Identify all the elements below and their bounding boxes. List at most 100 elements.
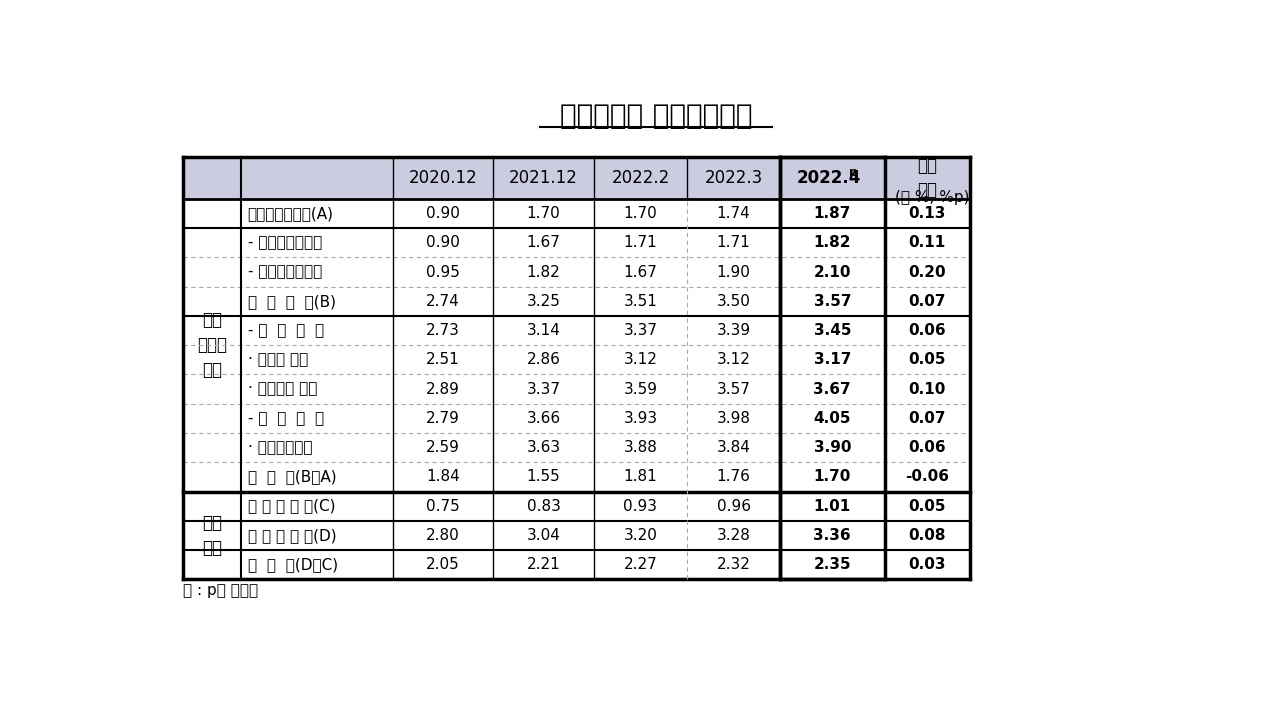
Bar — [687, 258, 780, 287]
Bar — [393, 228, 493, 258]
Bar — [780, 404, 884, 433]
Text: 2.21: 2.21 — [527, 557, 561, 572]
Bar — [493, 404, 594, 433]
Text: 3.04: 3.04 — [526, 528, 561, 543]
Bar — [393, 258, 493, 287]
Bar — [493, 258, 594, 287]
Text: 1.82: 1.82 — [527, 265, 561, 280]
Bar — [493, 521, 594, 550]
Text: 월중
등락: 월중 등락 — [918, 157, 937, 198]
Text: 2.59: 2.59 — [426, 440, 460, 455]
Bar — [242, 404, 393, 433]
Bar — [780, 346, 884, 375]
Text: 3.98: 3.98 — [717, 411, 750, 426]
Text: 예금은행의 가중평균금리: 예금은행의 가중평균금리 — [559, 102, 753, 130]
Bar — [884, 228, 970, 258]
Bar — [780, 491, 884, 521]
Bar — [884, 491, 970, 521]
Bar — [393, 491, 493, 521]
Text: · 주택담보대출: · 주택담보대출 — [247, 440, 312, 455]
Bar — [780, 199, 884, 228]
Bar — [393, 521, 493, 550]
Bar — [594, 404, 687, 433]
Text: 2020.12: 2020.12 — [408, 169, 477, 187]
Text: 0.07: 0.07 — [909, 411, 946, 426]
Bar — [493, 462, 594, 491]
Text: 0.90: 0.90 — [426, 235, 460, 251]
Text: 3.17: 3.17 — [814, 353, 851, 367]
Bar — [780, 550, 884, 579]
Bar — [493, 346, 594, 375]
Bar — [884, 156, 970, 199]
Bar — [393, 462, 493, 491]
Bar — [594, 462, 687, 491]
Bar — [780, 287, 884, 316]
Text: 총 대 출 금 리(D): 총 대 출 금 리(D) — [247, 528, 337, 543]
Text: 0.75: 0.75 — [426, 498, 460, 513]
Bar — [183, 462, 242, 491]
Bar — [183, 156, 242, 199]
Bar — [242, 287, 393, 316]
Text: 3.63: 3.63 — [526, 440, 561, 455]
Bar — [493, 228, 594, 258]
Text: 2022.4: 2022.4 — [796, 169, 860, 187]
Bar — [242, 462, 393, 491]
Bar — [242, 375, 393, 404]
Bar — [393, 156, 493, 199]
Bar — [884, 199, 970, 228]
Text: p: p — [849, 166, 858, 179]
Text: 2.79: 2.79 — [426, 411, 460, 426]
Bar — [393, 375, 493, 404]
Bar — [780, 462, 884, 491]
Text: 0.95: 0.95 — [426, 265, 460, 280]
Bar — [242, 433, 393, 462]
Bar — [594, 156, 687, 199]
Text: 금  리  차(B－A): 금 리 차(B－A) — [247, 469, 337, 484]
Text: 잔액
기준: 잔액 기준 — [202, 514, 223, 557]
Bar — [493, 433, 594, 462]
Bar — [493, 199, 594, 228]
Bar — [780, 433, 884, 462]
Bar — [594, 550, 687, 579]
Bar — [493, 287, 594, 316]
Bar — [242, 346, 393, 375]
Text: 0.90: 0.90 — [426, 206, 460, 221]
Text: 1.67: 1.67 — [526, 235, 561, 251]
Text: 0.06: 0.06 — [909, 323, 946, 338]
Bar — [780, 375, 884, 404]
Bar — [183, 404, 242, 433]
Text: 3.12: 3.12 — [717, 353, 750, 367]
Text: 1.70: 1.70 — [814, 469, 851, 484]
Text: 0.11: 0.11 — [909, 235, 946, 251]
Bar — [687, 433, 780, 462]
Bar — [393, 404, 493, 433]
Bar — [183, 287, 242, 316]
Bar — [493, 491, 594, 521]
Bar — [242, 491, 393, 521]
Text: 2.51: 2.51 — [426, 353, 460, 367]
Text: 1.70: 1.70 — [527, 206, 561, 221]
Bar — [493, 550, 594, 579]
Text: 3.39: 3.39 — [717, 323, 750, 338]
Bar — [687, 521, 780, 550]
Bar — [594, 228, 687, 258]
Bar — [884, 462, 970, 491]
Bar — [183, 228, 242, 258]
Text: 대  출  금  리(B): 대 출 금 리(B) — [247, 294, 335, 309]
Bar — [393, 316, 493, 346]
Text: 0.05: 0.05 — [909, 353, 946, 367]
Text: 2.80: 2.80 — [426, 528, 460, 543]
Bar — [242, 316, 393, 346]
Text: 3.59: 3.59 — [623, 382, 658, 396]
Bar — [687, 199, 780, 228]
Text: 1.76: 1.76 — [717, 469, 750, 484]
Bar — [594, 316, 687, 346]
Text: - 순수저축성예금: - 순수저축성예금 — [247, 235, 321, 251]
Text: 3.93: 3.93 — [623, 411, 658, 426]
Bar — [493, 156, 594, 199]
Text: 0.10: 0.10 — [909, 382, 946, 396]
Text: 3.66: 3.66 — [526, 411, 561, 426]
Bar — [884, 404, 970, 433]
Text: 1.70: 1.70 — [623, 206, 658, 221]
Text: 3.14: 3.14 — [526, 323, 561, 338]
